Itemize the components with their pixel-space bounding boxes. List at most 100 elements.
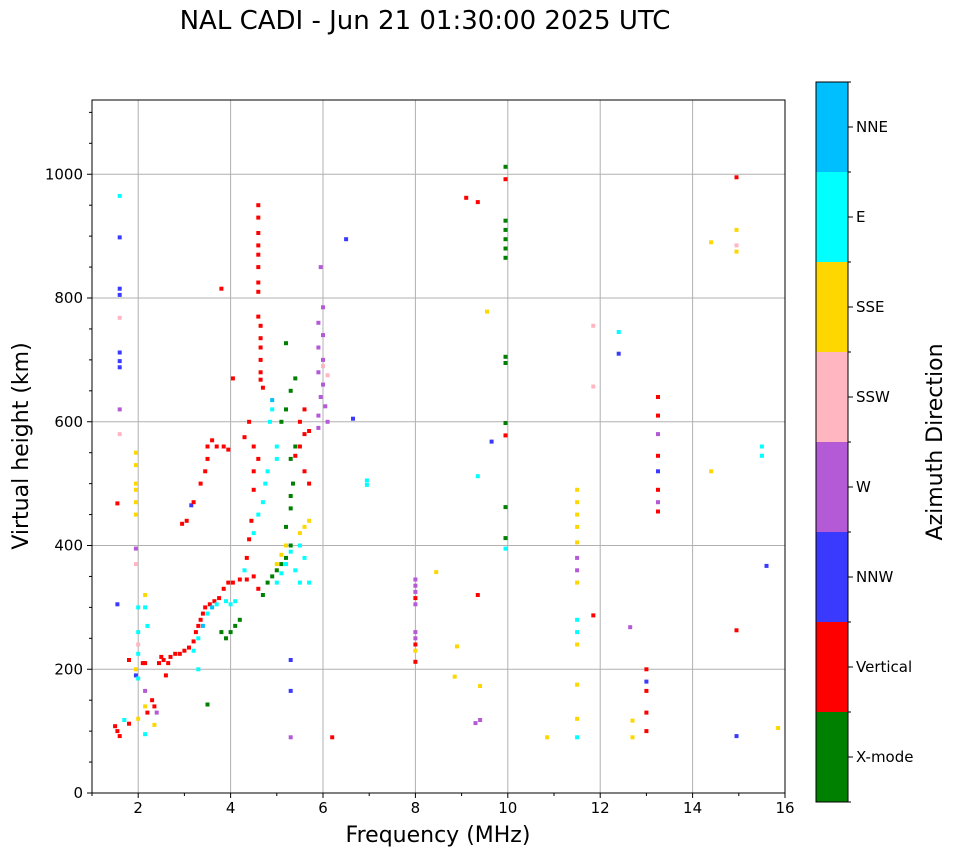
- data-point-nnw: [133, 673, 138, 678]
- data-points: [113, 164, 781, 740]
- data-point-w: [575, 555, 580, 560]
- data-point-e: [136, 676, 141, 681]
- data-point-x-mode: [260, 593, 265, 597]
- data-point-vertical: [656, 487, 660, 492]
- data-point-e: [759, 444, 764, 449]
- data-point-e: [196, 636, 201, 641]
- data-point-w: [133, 546, 138, 551]
- data-point-vertical: [191, 500, 196, 505]
- data-point-vertical: [644, 729, 649, 734]
- data-point-nnw: [189, 503, 194, 508]
- data-point-e: [288, 549, 293, 554]
- data-point-x-mode: [284, 407, 288, 412]
- data-point-ssw: [117, 315, 122, 320]
- colorbar-tick-label: SSE: [856, 298, 885, 316]
- data-point-vertical: [115, 501, 120, 506]
- data-point-sse: [485, 309, 489, 314]
- data-point-e: [233, 599, 238, 604]
- data-point-x-mode: [270, 574, 275, 579]
- data-point-x-mode: [503, 536, 508, 541]
- data-point-sse: [575, 512, 580, 517]
- data-point-vertical: [258, 345, 263, 350]
- data-point-e: [293, 568, 298, 573]
- x-tick-label: 12: [591, 799, 610, 817]
- data-point-sse: [575, 580, 580, 585]
- data-point-sse: [143, 704, 148, 709]
- data-point-x-mode: [503, 505, 508, 510]
- data-point-sse: [302, 524, 307, 529]
- data-point-nnw: [117, 350, 122, 355]
- data-point-vertical: [307, 429, 312, 433]
- data-point-vertical: [115, 729, 120, 734]
- data-point-vertical: [205, 456, 210, 461]
- data-point-vertical: [244, 577, 249, 582]
- data-point-sse: [455, 644, 459, 649]
- data-point-x-mode: [288, 543, 293, 548]
- data-point-e: [759, 453, 764, 458]
- data-point-nnw: [115, 602, 120, 607]
- data-point-x-mode: [288, 506, 293, 511]
- data-point-e: [251, 531, 256, 536]
- data-point-w: [316, 413, 321, 418]
- data-point-nnw: [117, 235, 122, 240]
- data-point-e: [364, 482, 369, 487]
- colorbar: X-mode Vertical NNW W SSW SSE E NNE: [815, 81, 913, 803]
- data-point-x-mode: [279, 419, 284, 424]
- data-point-sse: [452, 674, 457, 679]
- data-point-e: [575, 617, 580, 622]
- data-point-x-mode: [503, 237, 508, 242]
- data-point-vertical: [413, 642, 418, 647]
- data-point-sse: [133, 463, 138, 468]
- data-point-sse: [133, 481, 138, 486]
- data-point-x-mode: [228, 630, 233, 635]
- data-point-vertical: [212, 599, 217, 604]
- data-point-vertical: [226, 447, 231, 452]
- data-point-vertical: [247, 419, 252, 424]
- data-point-e: [267, 419, 272, 424]
- data-point-ssw: [117, 432, 122, 437]
- data-point-sse: [279, 552, 284, 557]
- x-tick-label: 2: [133, 799, 143, 817]
- data-point-x-mode: [503, 227, 508, 232]
- data-point-sse: [630, 718, 635, 723]
- data-point-nnw: [616, 351, 621, 356]
- data-point-w: [321, 357, 325, 362]
- data-point-vertical: [475, 200, 480, 205]
- data-point-sse: [133, 450, 138, 455]
- data-point-e: [302, 555, 307, 560]
- data-point-e: [307, 580, 312, 585]
- data-point-x-mode: [284, 341, 288, 346]
- data-point-x-mode: [503, 164, 508, 169]
- data-point-vertical: [200, 611, 205, 616]
- data-point-e: [143, 732, 148, 737]
- data-point-e: [136, 630, 141, 635]
- y-axis-label: Virtual height (km): [9, 342, 34, 549]
- colorbar-swatch: [816, 262, 848, 352]
- colorbar-tick-label: NNE: [856, 118, 888, 136]
- data-point-x-mode: [503, 246, 508, 251]
- data-point-w: [413, 583, 418, 588]
- data-point-sse: [734, 227, 739, 232]
- y-tick-label: 400: [54, 537, 83, 555]
- colorbar-tick-label: SSW: [856, 388, 890, 406]
- data-point-vertical: [256, 243, 261, 248]
- x-tick-label: 4: [226, 799, 236, 817]
- data-point-w: [117, 407, 122, 412]
- data-point-vertical: [251, 487, 256, 492]
- colorbar-tick-label: E: [856, 208, 865, 226]
- data-point-sse: [133, 512, 138, 517]
- data-point-w: [575, 568, 580, 573]
- data-point-vertical: [302, 432, 307, 437]
- data-point-x-mode: [503, 421, 508, 425]
- x-tick-label: 6: [318, 799, 328, 817]
- data-point-sse: [136, 716, 141, 721]
- data-point-vertical: [166, 661, 171, 666]
- colorbar-swatch: [816, 712, 848, 802]
- data-point-ssw: [734, 243, 739, 248]
- data-point-e: [364, 478, 369, 483]
- data-point-vertical: [302, 469, 307, 474]
- data-point-w: [316, 425, 321, 430]
- colorbar-frame: [815, 81, 849, 803]
- data-point-vertical: [251, 469, 256, 474]
- data-point-w: [413, 602, 418, 607]
